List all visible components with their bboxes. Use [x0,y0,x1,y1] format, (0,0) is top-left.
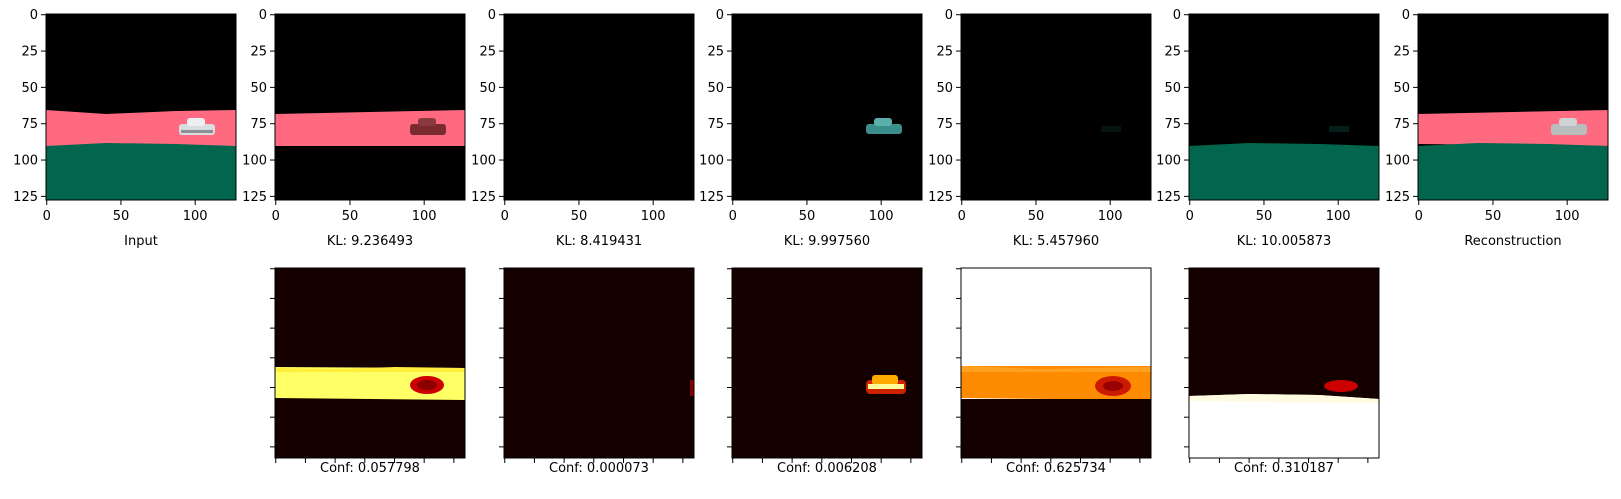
y-tick-label: 25 [21,45,38,60]
y-tick-label: 100 [699,154,724,169]
caption-slot-5: KL: 10.005873 [1237,234,1332,249]
caption-reconstruction: Reconstruction [1464,234,1561,249]
y-tick-label: 0 [259,8,267,23]
x-tick-label: 50 [1028,209,1045,224]
x-tick-label: 50 [1485,209,1502,224]
x-tick-label: 100 [1098,209,1123,224]
y-tick-label: 100 [471,154,496,169]
y-tick-label: 25 [1393,45,1410,60]
x-tick-label: 100 [412,209,437,224]
y-tick-label: 75 [479,117,496,132]
x-tick-label: 100 [641,209,666,224]
y-tick-label: 50 [707,81,724,96]
y-tick-label: 0 [716,8,724,23]
y-tick-label: 50 [250,81,267,96]
conf-map-5 [1188,267,1380,459]
y-tick-label: 50 [1393,81,1410,96]
caption-conf-3: Conf: 0.006208 [777,461,877,476]
caption-slot-2: KL: 8.419431 [556,234,642,249]
y-tick-label: 125 [242,190,267,205]
y-tick-label: 125 [13,190,38,205]
caption-slot-1: KL: 9.236493 [327,234,413,249]
y-tick-label: 0 [945,8,953,23]
panel-slot-5 [1189,14,1379,200]
x-tick-label: 100 [1326,209,1351,224]
caption-input: Input [124,234,158,249]
y-tick-label: 50 [21,81,38,96]
x-tick-label: 0 [272,209,280,224]
x-tick-label: 0 [958,209,966,224]
caption-conf-4: Conf: 0.625734 [1006,461,1106,476]
y-tick-label: 125 [699,190,724,205]
y-tick-label: 125 [471,190,496,205]
y-tick-label: 125 [1385,190,1410,205]
conf-map-2 [503,267,695,459]
x-tick-label: 50 [113,209,130,224]
x-tick-label: 100 [183,209,208,224]
panel-slot-1 [274,13,466,201]
y-tick-label: 25 [936,45,953,60]
caption-conf-5: Conf: 0.310187 [1234,461,1334,476]
y-tick-label: 25 [1164,45,1181,60]
panel-slot-2 [504,14,694,200]
y-tick-label: 25 [479,45,496,60]
y-tick-label: 25 [250,45,267,60]
y-tick-label: 50 [936,81,953,96]
conf-map-3 [731,267,923,459]
caption-slot-4: KL: 5.457960 [1013,234,1099,249]
car-image [179,118,215,135]
bottom-ticks [270,268,1369,463]
conf-map-4 [960,267,1152,459]
caption-conf-1: Conf: 0.057798 [320,461,420,476]
x-tick-label: 0 [501,209,509,224]
y-tick-label: 100 [13,154,38,169]
y-tick-label: 0 [1402,8,1410,23]
car-shadow-image [410,118,446,135]
x-tick-label: 50 [571,209,588,224]
conf-map-1 [274,267,466,459]
y-tick-label: 75 [1164,117,1181,132]
caption-slot-3: KL: 9.997560 [784,234,870,249]
top-captions: Input KL: 9.236493 KL: 8.419431 KL: 9.99… [124,234,1561,249]
bottom-captions: Conf: 0.057798 Conf: 0.000073 Conf: 0.00… [320,461,1334,476]
y-tick-label: 0 [488,8,496,23]
x-tick-label: 50 [799,209,816,224]
axis-layer: 0 25 50 75 100 125 0 50 100 0 25 50 75 100 125 0 50 100 0 2… [13,8,1579,224]
x-tick-label: 0 [1186,209,1194,224]
y-tick-label: 75 [707,117,724,132]
panel-slot-3 [732,14,922,200]
x-tick-label: 0 [1415,209,1423,224]
panel-slot-4 [961,14,1151,200]
y-tick-label: 0 [1173,8,1181,23]
y-tick-label: 75 [1393,117,1410,132]
x-tick-label: 100 [869,209,894,224]
x-tick-label: 50 [342,209,359,224]
y-tick-label: 100 [1156,154,1181,169]
y-tick-label: 75 [250,117,267,132]
car-blurred-image [1551,118,1587,135]
y-tick-label: 100 [1385,154,1410,169]
x-tick-label: 0 [43,209,51,224]
panel-frames [45,13,1609,201]
caption-conf-2: Conf: 0.000073 [549,461,649,476]
y-tick-label: 25 [707,45,724,60]
y-tick-label: 0 [30,8,38,23]
y-tick-label: 50 [479,81,496,96]
panel-input [45,13,237,201]
y-tick-label: 50 [1164,81,1181,96]
y-tick-label: 125 [928,190,953,205]
y-tick-label: 75 [21,117,38,132]
y-tick-label: 75 [936,117,953,132]
x-tick-label: 50 [1256,209,1273,224]
panel-reconstruction [1418,14,1608,200]
x-tick-label: 100 [1555,209,1580,224]
x-tick-label: 0 [729,209,737,224]
y-tick-label: 125 [1156,190,1181,205]
y-tick-label: 100 [242,154,267,169]
car-teal-image [866,118,902,134]
y-tick-label: 100 [928,154,953,169]
